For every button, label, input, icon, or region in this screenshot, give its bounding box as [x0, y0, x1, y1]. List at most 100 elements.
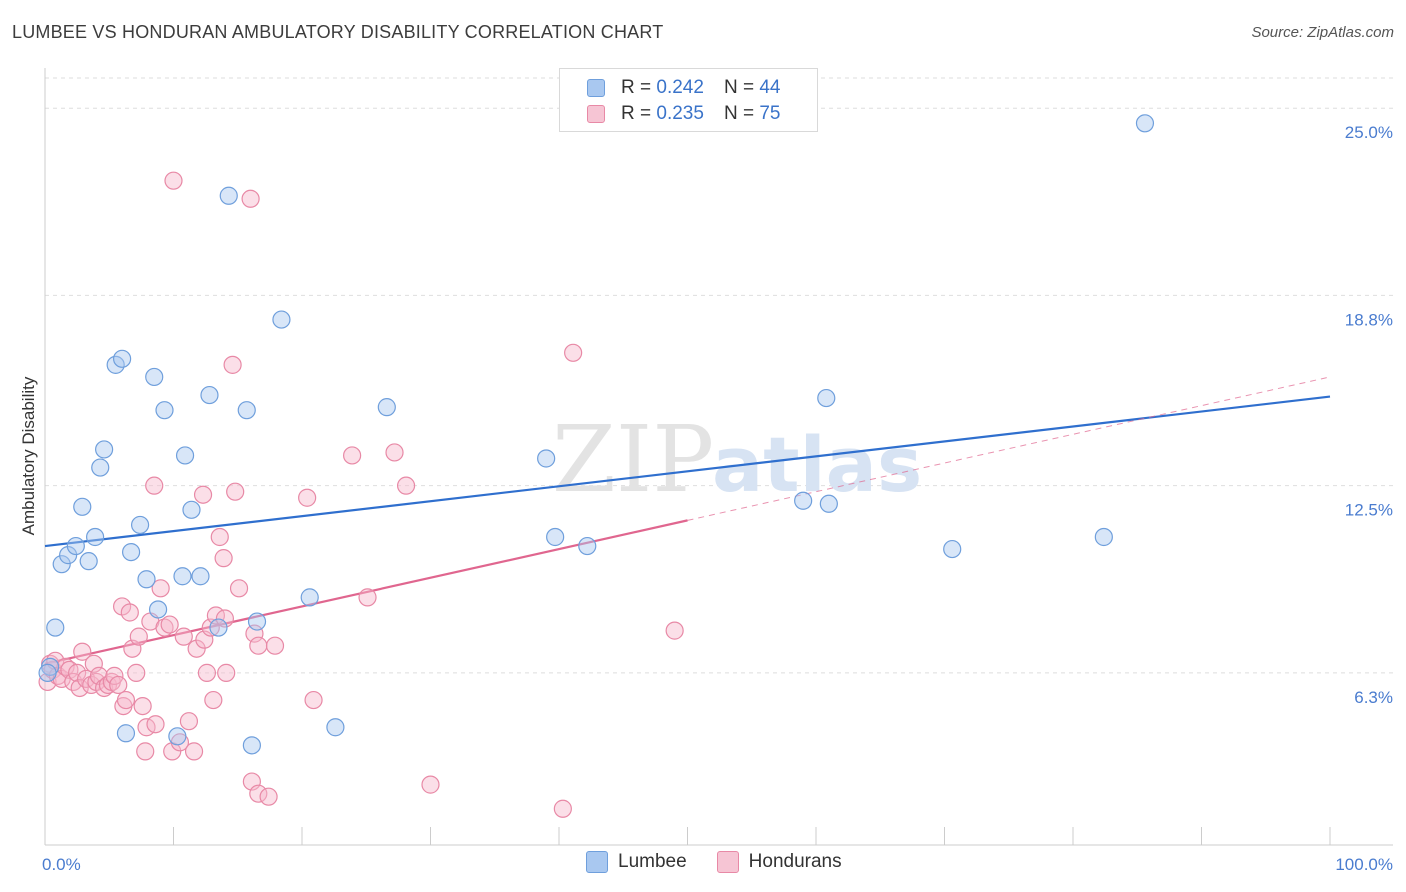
honduran-point	[210, 527, 229, 547]
honduran-point	[151, 579, 170, 598]
honduran-point	[226, 482, 245, 501]
series-legend: Lumbee Hondurans	[586, 851, 872, 873]
honduran-point	[298, 488, 317, 507]
lumbee-point	[819, 494, 838, 513]
honduran-point	[109, 675, 128, 695]
honduran-point	[164, 171, 183, 190]
honduran-point	[146, 715, 165, 734]
lumbee-point	[66, 536, 85, 556]
honduran-point	[145, 476, 164, 495]
source-label: Source: ZipAtlas.com	[1251, 24, 1394, 41]
lumbee-point	[46, 618, 65, 637]
lumbee-point	[377, 398, 396, 417]
x-tick-label: 0.0%	[42, 855, 81, 874]
lumbee-legend-swatch	[586, 851, 608, 873]
y-tick-label: 6.3%	[1354, 688, 1393, 707]
lumbee-point	[200, 385, 219, 405]
lumbee-point	[168, 727, 187, 746]
trend-lines	[44, 376, 1331, 665]
honduran-point	[223, 355, 242, 374]
honduran-point	[215, 609, 234, 628]
lumbee-point	[121, 542, 141, 562]
legend-n-label: N =	[723, 77, 755, 98]
lumbee-point	[272, 310, 291, 329]
legend-n-value: 44	[759, 77, 781, 98]
legend-item-hondurans: Hondurans	[716, 851, 842, 873]
lumbee-point	[1094, 527, 1113, 547]
lumbee-point	[546, 527, 565, 547]
honduran-legend-swatch	[716, 851, 739, 873]
honduran-point	[174, 627, 193, 646]
honduran-point	[265, 636, 285, 655]
lumbee-point	[191, 567, 210, 586]
lumbee-point	[300, 588, 319, 607]
y-tick-label: 25.0%	[1345, 123, 1393, 142]
honduran-point	[179, 712, 199, 731]
lumbee-point	[817, 388, 836, 408]
lumbee-point	[155, 401, 174, 420]
honduran-point	[249, 636, 268, 655]
lumbee-point	[79, 552, 98, 571]
y-tick-label: 18.8%	[1345, 310, 1393, 329]
honduran-point	[396, 476, 416, 495]
lumbee-point	[578, 536, 597, 556]
lumbee-point	[38, 663, 57, 682]
lumbee-point	[175, 446, 195, 465]
legend-label-lumbee: Lumbee	[618, 851, 687, 872]
honduran-point	[229, 579, 249, 598]
lumbee-point	[91, 458, 110, 477]
legend-r-value: 0.235	[656, 103, 704, 124]
legend-row-lumbee: R = 0.242 N = 44	[587, 75, 780, 101]
legend-n-label: N =	[723, 103, 755, 124]
honduran-point	[249, 784, 268, 803]
axes	[44, 68, 1393, 846]
legend-item-lumbee: Lumbee	[586, 851, 687, 873]
legend-r-label: R =	[621, 103, 652, 124]
lumbee-points	[38, 114, 1155, 755]
y-tick-label: 12.5%	[1345, 501, 1393, 520]
watermark: ZIP atlas	[552, 406, 922, 513]
honduran-point	[197, 663, 217, 682]
lumbee-point	[209, 618, 228, 637]
y-axis-label: Ambulatory Disability	[19, 376, 38, 535]
honduran-point	[564, 343, 583, 362]
honduran-point	[133, 696, 152, 716]
lumbee-point	[1135, 114, 1155, 133]
honduran-point	[193, 485, 213, 504]
lumbee-point	[73, 497, 92, 516]
honduran-point	[116, 690, 136, 710]
honduran-trend-line	[44, 519, 688, 665]
lumbee-point	[130, 515, 150, 535]
lumbee-point	[237, 401, 256, 420]
honduran-point	[665, 621, 684, 640]
lumbee-point	[145, 367, 164, 387]
legend-n-value: 75	[759, 103, 781, 124]
honduran-point	[68, 663, 87, 682]
honduran-point	[136, 742, 155, 761]
lumbee-point	[943, 539, 962, 559]
legend-row-honduran: R = 0.235 N = 75	[587, 101, 780, 127]
honduran-point	[120, 603, 139, 622]
legend-r-value: 0.242	[656, 77, 704, 98]
honduran-point	[304, 690, 323, 710]
lumbee-point	[182, 500, 201, 519]
lumbee-point	[326, 718, 345, 737]
lumbee-swatch	[587, 79, 605, 97]
lumbee-point	[52, 555, 71, 574]
correlation-legend: R = 0.242 N = 44 R = 0.235 N = 75	[559, 68, 818, 132]
lumbee-point	[242, 736, 261, 755]
lumbee-trend-line	[44, 395, 1331, 548]
honduran-point	[73, 642, 92, 661]
lumbee-point	[219, 186, 238, 205]
honduran-point	[385, 443, 404, 462]
honduran-point	[421, 775, 440, 794]
lumbee-point	[112, 349, 132, 368]
honduran-point	[105, 666, 124, 685]
lumbee-point	[95, 440, 114, 459]
grid-lines	[45, 77, 1393, 674]
honduran-point	[343, 446, 362, 465]
honduran-point	[553, 799, 572, 818]
lumbee-point	[794, 491, 813, 510]
legend-r-label: R =	[621, 77, 652, 98]
